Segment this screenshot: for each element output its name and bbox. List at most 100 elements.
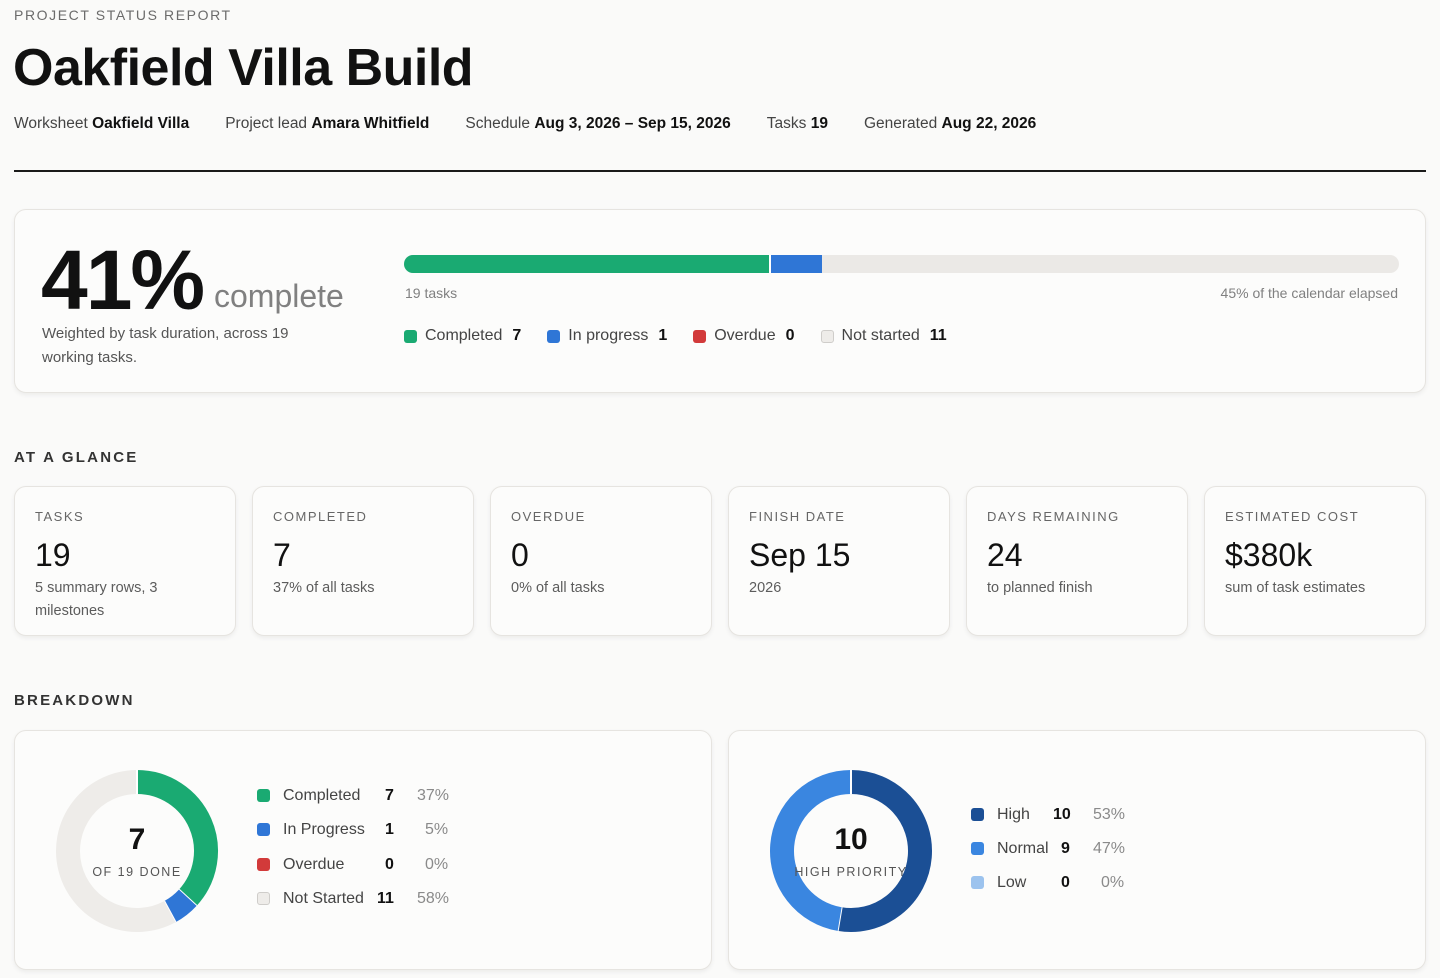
legend-label: In Progress [283,820,365,838]
legend-swatch [257,789,270,802]
legend-label: High [997,805,1030,823]
donut-slice-high [837,770,932,932]
progress-bar [404,255,1399,273]
legend-count: 7 [385,786,394,804]
legend-label: Normal [997,839,1049,857]
overall-note: Weighted by task duration, across 19 wor… [42,325,289,366]
legend-count: 9 [1061,839,1070,857]
priority-legend-row: Low 0 0% [971,874,1124,891]
legend-label: Overdue [714,327,776,344]
legend-count: 0 [385,855,394,873]
legend-in-progress: In progress 1 [547,327,667,345]
stat-card-completed: COMPLETED 7 37% of all tasks [252,486,474,636]
stat-value: Sep 15 [749,537,851,573]
stat-value: 24 [987,537,1023,573]
stat-sub: 37% of all tasks [273,580,375,596]
header-divider [14,170,1426,172]
at-a-glance-heading: AT A GLANCE [14,449,139,466]
stat-value: 0 [511,537,529,573]
legend-label: Not started [841,327,920,344]
status-legend-row: Completed 7 37% [257,787,449,804]
priority-legend-row: High 10 53% [971,806,1125,823]
progress-tasks-count: 19 tasks [405,285,458,301]
legend-swatch [404,329,417,343]
legend-label: Not Started [283,889,364,907]
legend-percent: 0% [1101,873,1125,891]
meta-worksheet: Worksheet Oakfield Villa [14,115,189,133]
meta-label: Tasks [766,115,807,132]
stat-sub: 5 summary rows, 3 milestones [35,580,158,619]
meta-tasks: Tasks 19 [767,115,828,133]
stat-label: OVERDUE [511,509,586,524]
report-meta: Worksheet Oakfield Villa Project lead Am… [14,115,1036,133]
legend-swatch [257,823,270,836]
legend-percent: 47% [1093,839,1126,857]
status-legend-row: Not Started 11 58% [257,890,449,907]
priority-donut: 10 HIGH PRIORITY [769,769,933,933]
stat-sub: 2026 [749,580,782,596]
legend-swatch [693,329,707,343]
stat-sub: to planned finish [987,580,1093,596]
legend-swatch [971,842,984,855]
overall-progress-card: 41% complete Weighted by task duration, … [14,209,1426,393]
donut-slice-completed [136,770,218,906]
meta-value: Amara Whitfield [311,115,430,132]
priority-donut-label: HIGH PRIORITY [794,865,908,879]
stat-label: TASKS [35,509,85,524]
legend-count: 1 [658,327,668,344]
meta-value: 19 [810,115,828,132]
meta-schedule: Schedule Aug 3, 2026 – Sep 15, 2026 [465,115,730,133]
progress-segment-completed [404,255,770,273]
legend-percent: 37% [417,786,450,804]
legend-completed: Completed 7 [404,327,521,345]
legend-count: 7 [512,327,522,344]
priority-legend-row: Normal 9 47% [971,840,1125,857]
stat-card-estimated-cost: ESTIMATED COST $380k sum of task estimat… [1204,486,1426,636]
calendar-elapsed: 45% of the calendar elapsed [1220,285,1398,301]
meta-value: Aug 3, 2026 – Sep 15, 2026 [534,115,731,132]
page-title: Oakfield Villa Build [13,39,474,97]
status-legend-row: Overdue 0 0% [257,856,448,873]
legend-label: Completed [425,327,503,344]
meta-label: Generated [863,115,938,132]
legend-count: 10 [1053,805,1071,823]
meta-value: Oakfield Villa [92,115,190,132]
stat-value: 7 [273,537,291,573]
legend-label: In progress [568,327,649,344]
legend-count: 1 [385,820,394,838]
legend-label: Low [997,873,1027,891]
legend-swatch [971,808,984,821]
status-donut-value: 7 [128,823,146,856]
legend-swatch [257,892,270,905]
meta-value: Aug 22, 2026 [941,115,1037,132]
stat-label: COMPLETED [273,509,368,524]
stat-card-days-remaining: DAYS REMAINING 24 to planned finish [966,486,1188,636]
legend-percent: 58% [417,889,450,907]
stat-label: DAYS REMAINING [987,509,1120,524]
breakdown-heading: BREAKDOWN [14,692,135,709]
meta-label: Schedule [465,115,530,132]
stat-sub: 0% of all tasks [511,580,605,596]
status-breakdown-card: 7 OF 19 DONE Completed 7 37% In Progress… [14,730,712,970]
status-legend-row: In Progress 1 5% [257,821,448,838]
legend-label: Completed [283,786,361,804]
stat-label: ESTIMATED COST [1225,509,1360,524]
priority-donut-chart [770,770,932,932]
overall-percent-word: complete [214,278,344,314]
donut-slice-normal [770,770,852,931]
stat-label: FINISH DATE [749,509,846,524]
legend-percent: 5% [425,820,449,838]
progress-segment-in-progress [769,255,822,273]
stat-value: $380k [1225,537,1313,573]
report-eyebrow: PROJECT STATUS REPORT [14,7,232,23]
meta-label: Worksheet [14,115,88,132]
legend-not-started: Not started 11 [820,327,947,345]
legend-overdue: Overdue 0 [693,327,795,345]
priority-breakdown-card: 10 HIGH PRIORITY High 10 53% Normal 9 47… [728,730,1426,970]
meta-label: Project lead [225,115,308,132]
stat-value: 19 [35,537,71,573]
status-donut-label: OF 19 DONE [92,865,182,879]
legend-count: 11 [929,327,947,344]
priority-donut-value: 10 [834,823,868,856]
legend-swatch [257,858,270,871]
